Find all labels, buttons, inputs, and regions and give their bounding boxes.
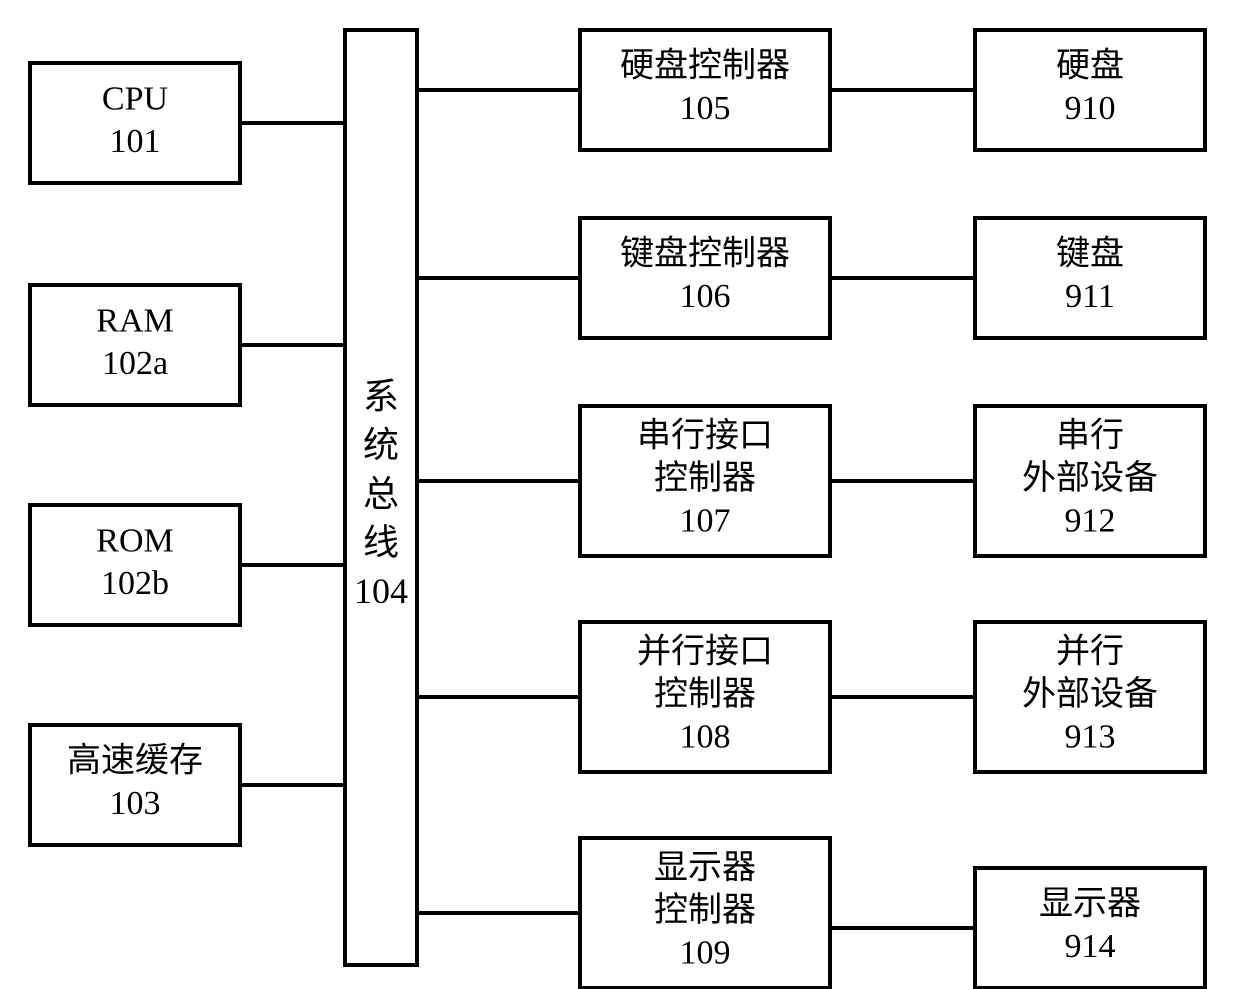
node-pardev-line-1: 外部设备	[1022, 675, 1158, 713]
node-ser_ctrl-line-1: 控制器	[654, 459, 756, 497]
node-hdd-line-1: 910	[1065, 90, 1116, 127]
node-ser_ctrl-line-2: 107	[680, 502, 731, 539]
node-bus-line-0: 系	[363, 377, 399, 417]
node-hdd: 硬盘 910	[975, 30, 1205, 150]
node-kbd_ctrl-line-1: 106	[680, 278, 731, 315]
node-cpu-line-1: 101	[110, 123, 161, 160]
node-kbd-line-0: 键盘	[1056, 235, 1124, 273]
node-dsp_ctrl: 显示器控制器 109	[580, 838, 830, 988]
architecture-diagram: CPU101RAM102aROM102b高速缓存103系统总线104硬盘控制器1…	[0, 0, 1239, 989]
node-dsp_ctrl-line-1: 控制器	[654, 891, 756, 929]
node-bus-line-3: 线	[363, 522, 399, 562]
node-rom: ROM 102b	[30, 505, 240, 625]
node-ser_ctrl: 串行接口控制器 107	[580, 406, 830, 556]
node-cache-line-0: 高速缓存	[67, 742, 203, 780]
node-par_ctrl-line-1: 控制器	[654, 675, 756, 713]
node-kbd_ctrl-line-0: 键盘控制器	[620, 235, 790, 273]
node-dsp_ctrl-line-0: 显示器	[654, 849, 756, 886]
node-pardev-line-2: 913	[1065, 718, 1116, 755]
node-ram-line-1: 102a	[102, 345, 168, 382]
node-cpu-line-0: CPU	[102, 81, 168, 118]
node-hdd-line-0: 硬盘	[1056, 47, 1124, 85]
node-kbd-line-1: 911	[1065, 278, 1115, 315]
node-pardev: 并行外部设备 913	[975, 622, 1205, 772]
node-par_ctrl-line-0: 并行接口	[637, 632, 773, 670]
node-hdd_ctrl-line-1: 105	[680, 90, 731, 127]
node-ram-line-0: RAM	[96, 303, 173, 340]
node-ser_ctrl-line-0: 串行接口	[637, 416, 773, 454]
node-cache-line-1: 103	[110, 785, 161, 822]
node-serdev-line-2: 912	[1065, 502, 1116, 539]
node-dsp: 显示器 914	[975, 868, 1205, 988]
node-hdd_ctrl: 硬盘控制器 105	[580, 30, 830, 150]
node-par_ctrl: 并行接口控制器 108	[580, 622, 830, 772]
node-kbd: 键盘 911	[975, 218, 1205, 338]
node-kbd_ctrl: 键盘控制器 106	[580, 218, 830, 338]
node-pardev-line-0: 并行	[1056, 632, 1124, 670]
node-dsp-line-0: 显示器	[1039, 886, 1141, 923]
node-serdev: 串行外部设备 912	[975, 406, 1205, 556]
node-cpu: CPU 101	[30, 63, 240, 183]
node-rom-line-0: ROM	[96, 523, 173, 560]
node-serdev-line-1: 外部设备	[1022, 459, 1158, 497]
node-cache: 高速缓存 103	[30, 725, 240, 845]
node-hdd_ctrl-line-0: 硬盘控制器	[620, 47, 790, 85]
node-serdev-line-0: 串行	[1056, 416, 1124, 454]
node-par_ctrl-line-2: 108	[680, 718, 731, 755]
node-dsp-line-1: 914	[1065, 928, 1116, 965]
node-bus-line-2: 总	[363, 474, 399, 514]
node-bus-line-1: 统	[363, 425, 399, 465]
node-bus: 系统总线 104	[345, 30, 417, 965]
node-bus-line-4: 104	[354, 571, 408, 611]
node-dsp_ctrl-line-2: 109	[680, 934, 731, 971]
node-ram: RAM 102a	[30, 285, 240, 405]
node-rom-line-1: 102b	[101, 565, 169, 602]
